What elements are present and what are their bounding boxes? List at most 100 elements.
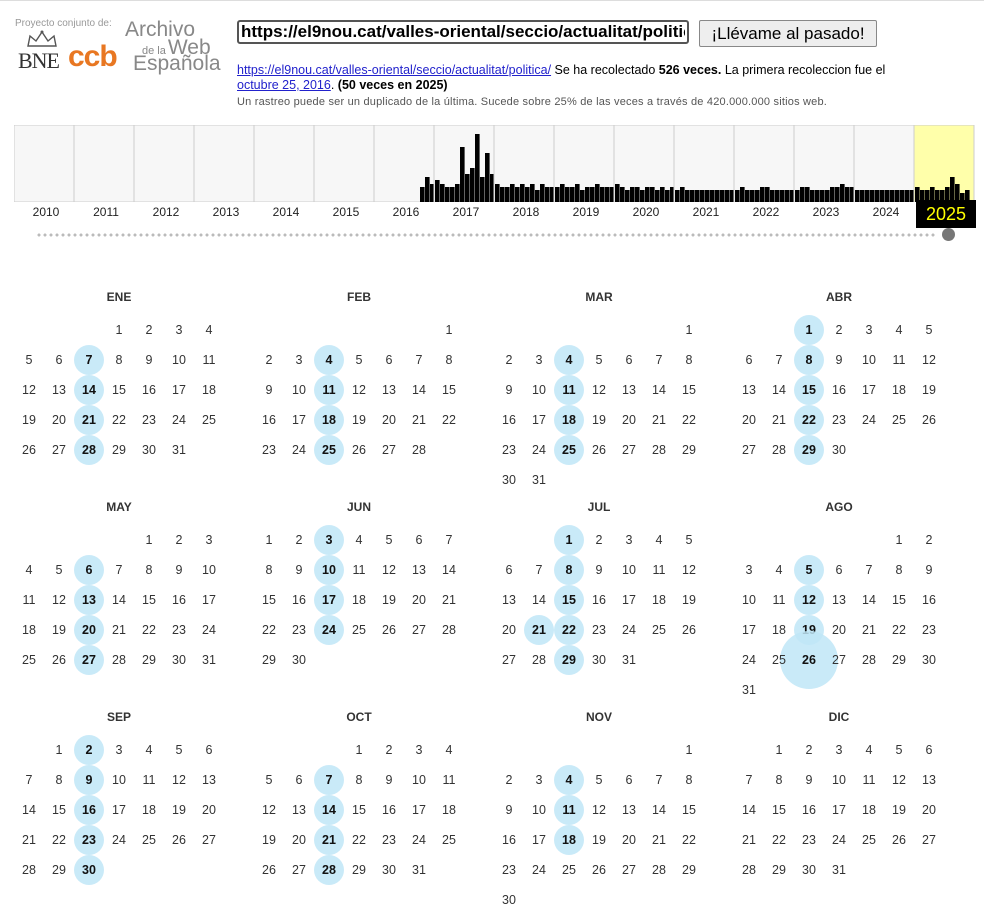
year-label-2019[interactable]: 2019 [572, 205, 600, 219]
sparkline-svg[interactable] [14, 125, 976, 202]
go-to-past-button[interactable]: ¡Llévame al pasado! [699, 20, 877, 47]
capture-day[interactable]: 17 [314, 585, 344, 615]
year-column-2012[interactable] [133, 125, 195, 202]
capture-day[interactable]: 26 [780, 631, 838, 689]
capture-day[interactable]: 16 [74, 795, 104, 825]
calendar-day: 19 [382, 593, 396, 607]
year-label-2018[interactable]: 2018 [512, 205, 540, 219]
capture-day[interactable]: 28 [74, 435, 104, 465]
year-label-2017[interactable]: 2017 [452, 205, 480, 219]
capture-day[interactable]: 30 [74, 855, 104, 885]
year-column-2015[interactable] [313, 125, 375, 202]
calendar-day: 1 [685, 743, 693, 757]
capture-day[interactable]: 11 [554, 795, 584, 825]
capture-day[interactable]: 22 [554, 615, 584, 645]
year-label-2012[interactable]: 2012 [152, 205, 180, 219]
capture-bar [660, 187, 665, 202]
capture-day[interactable]: 18 [554, 405, 584, 435]
capture-day[interactable]: 15 [554, 585, 584, 615]
year-label-2015[interactable]: 2015 [332, 205, 360, 219]
capture-day[interactable]: 29 [794, 435, 824, 465]
month-name: MAY [106, 500, 132, 514]
capture-day[interactable]: 9 [74, 765, 104, 795]
capture-day[interactable]: 13 [74, 585, 104, 615]
capture-day[interactable]: 28 [314, 855, 344, 885]
capture-bar [625, 190, 630, 202]
calendar-day: 30 [832, 443, 846, 457]
year-label-2011[interactable]: 2011 [93, 205, 119, 219]
year-column-2011[interactable] [73, 125, 135, 202]
calendar-day: 20 [202, 803, 216, 817]
url-input[interactable] [237, 20, 689, 44]
year-column-2013[interactable] [193, 125, 255, 202]
year-column-2010[interactable] [14, 125, 75, 202]
capture-day[interactable]: 21 [74, 405, 104, 435]
capture-day[interactable]: 18 [314, 405, 344, 435]
year-label-2022[interactable]: 2022 [752, 205, 780, 219]
year-label-2020[interactable]: 2020 [632, 205, 660, 219]
first-capture-link[interactable]: octubre 25, 2016 [237, 78, 331, 92]
capture-day[interactable]: 20 [74, 615, 104, 645]
capture-day[interactable]: 29 [554, 645, 584, 675]
capture-day[interactable]: 24 [314, 615, 344, 645]
capture-day[interactable]: 18 [554, 825, 584, 855]
calendar-day: 8 [265, 563, 273, 577]
capture-day[interactable]: 11 [554, 375, 584, 405]
year-column-2025[interactable] [913, 125, 975, 202]
calendar-day: 20 [502, 623, 516, 637]
capture-day[interactable]: 6 [74, 555, 104, 585]
capture-day[interactable]: 1 [794, 315, 824, 345]
capture-bar [830, 187, 835, 202]
month-ago: AGO 1 2 3 4 5 6 7 8 9 10 11 12 13 14 15 16 17 18 19 20 21 22 23… [734, 500, 944, 700]
capture-day[interactable]: 27 [74, 645, 104, 675]
capture-day[interactable]: 5 [794, 555, 824, 585]
capture-day[interactable]: 14 [314, 795, 344, 825]
capture-bar [600, 187, 605, 202]
year-label-2021[interactable]: 2021 [692, 205, 720, 219]
capture-day[interactable]: 7 [74, 345, 104, 375]
capture-day[interactable]: 14 [74, 375, 104, 405]
calendar-day: 28 [742, 863, 756, 877]
calendar-day: 11 [652, 563, 666, 577]
year-label-2013[interactable]: 2013 [212, 205, 240, 219]
capture-day[interactable]: 23 [74, 825, 104, 855]
capture-day[interactable]: 8 [794, 345, 824, 375]
capture-day[interactable]: 12 [794, 585, 824, 615]
capture-day[interactable]: 21 [314, 825, 344, 855]
capture-day[interactable]: 2 [74, 735, 104, 765]
timeline-slider[interactable] [36, 228, 955, 241]
capture-sparkline[interactable] [14, 125, 976, 202]
year-label-2023[interactable]: 2023 [812, 205, 840, 219]
year-label-2010[interactable]: 2010 [32, 205, 60, 219]
slider-track[interactable] [36, 233, 936, 237]
capture-day[interactable]: 4 [554, 765, 584, 795]
capture-bar [800, 187, 805, 202]
capture-day[interactable]: 11 [314, 375, 344, 405]
capture-bar [435, 180, 440, 202]
slider-handle[interactable] [942, 228, 955, 241]
capture-day[interactable]: 15 [794, 375, 824, 405]
capture-day[interactable]: 3 [314, 525, 344, 555]
capture-day[interactable]: 8 [554, 555, 584, 585]
year-column-2014[interactable] [253, 125, 315, 202]
year-label-2014[interactable]: 2014 [272, 205, 300, 219]
capture-bar [505, 187, 510, 202]
capture-day[interactable]: 4 [554, 345, 584, 375]
capture-day[interactable]: 21 [524, 615, 554, 645]
capture-day[interactable]: 7 [314, 765, 344, 795]
calendar-day: 4 [145, 743, 153, 757]
logo-archive-line1: Archivo [125, 18, 196, 41]
capture-day[interactable]: 1 [554, 525, 584, 555]
capture-day[interactable]: 25 [314, 435, 344, 465]
calendar-day: 14 [412, 383, 426, 397]
year-label-2024[interactable]: 2024 [872, 205, 900, 219]
year-label-2016[interactable]: 2016 [392, 205, 420, 219]
capture-day[interactable]: 22 [794, 405, 824, 435]
capture-day[interactable]: 4 [314, 345, 344, 375]
capture-day[interactable]: 25 [554, 435, 584, 465]
capture-day[interactable]: 10 [314, 555, 344, 585]
calendar-day: 8 [685, 353, 693, 367]
archive-logo[interactable]: Proyecto conjunto de: BNE ccb Archivo de… [14, 14, 224, 84]
url-link[interactable]: https://el9nou.cat/valles-oriental/secci… [237, 63, 552, 77]
year-label-2025[interactable]: 2025 [916, 200, 976, 228]
